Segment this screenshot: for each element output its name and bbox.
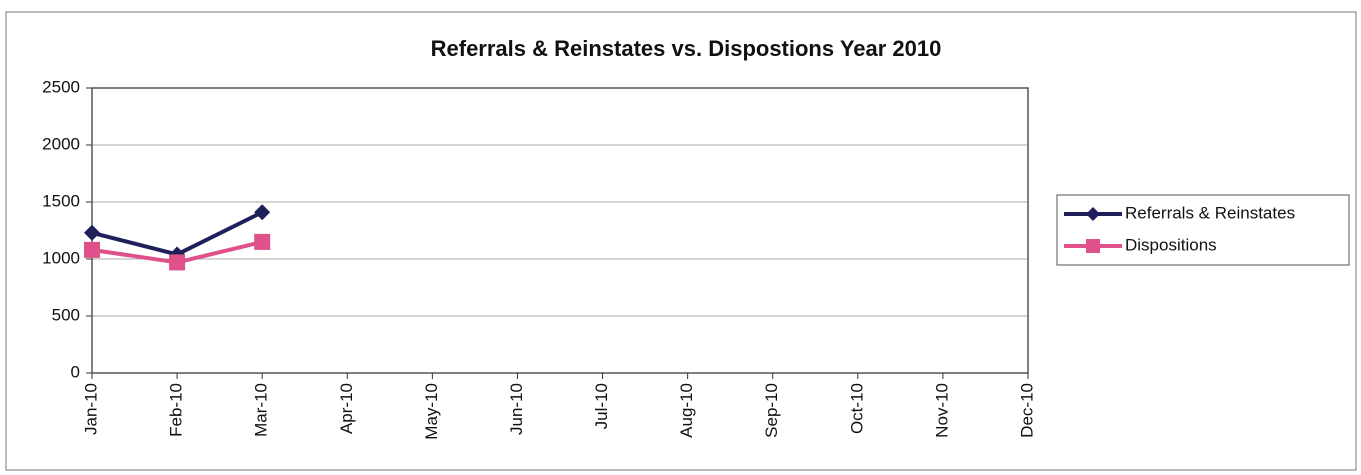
legend-marker [1086, 207, 1100, 221]
data-point [254, 233, 271, 250]
y-tick-label: 1500 [42, 191, 80, 210]
y-tick-label: 2000 [42, 134, 80, 153]
x-tick-label: Apr-10 [337, 383, 356, 434]
x-tick-label: Dec-10 [1017, 383, 1036, 438]
y-tick-label: 0 [71, 362, 80, 381]
x-tick-label: Jan-10 [81, 383, 100, 435]
data-point [254, 204, 271, 221]
data-point [84, 224, 100, 241]
x-tick-label: Feb-10 [167, 383, 186, 437]
x-tick-label: Sep-10 [762, 383, 781, 438]
y-tick-label: 500 [52, 305, 80, 324]
legend-marker [1086, 239, 1100, 253]
legend-label: Referrals & Reinstates [1125, 203, 1295, 222]
legend-label: Dispositions [1125, 235, 1217, 254]
x-tick-label: Nov-10 [932, 383, 951, 438]
y-tick-label: 2500 [42, 77, 80, 96]
x-tick-label: Aug-10 [677, 383, 696, 438]
legend-box [1056, 194, 1350, 266]
chart-title: Referrals & Reinstates vs. Dispostions Y… [431, 36, 942, 61]
x-tick-label: May-10 [422, 383, 441, 440]
x-tick-label: Oct-10 [847, 383, 866, 434]
data-point [169, 254, 186, 271]
x-tick-label: Jun-10 [507, 383, 526, 435]
y-tick-label: 1000 [42, 248, 80, 267]
x-tick-label: Mar-10 [252, 383, 271, 437]
data-point [84, 241, 100, 258]
x-tick-label: Jul-10 [592, 383, 611, 429]
